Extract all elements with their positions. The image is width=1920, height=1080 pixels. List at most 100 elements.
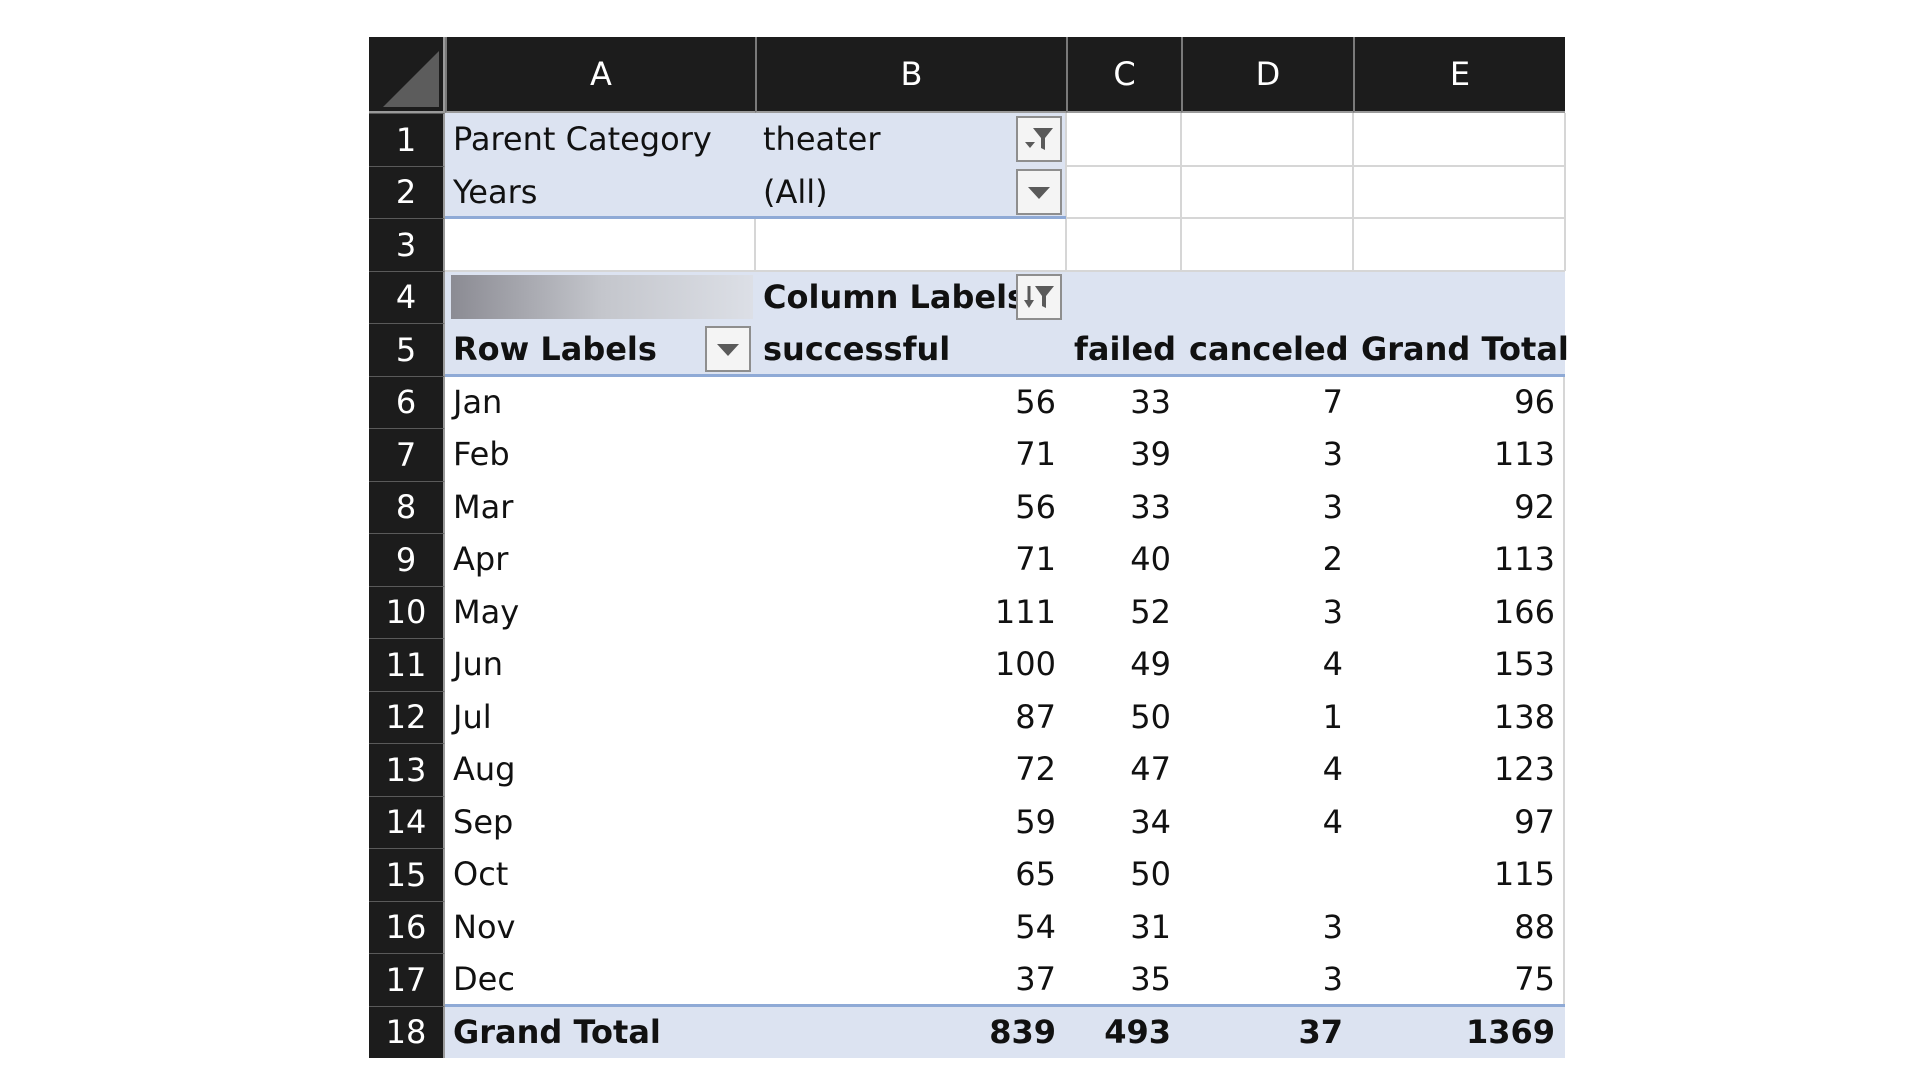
row-label-cell[interactable]: Feb	[453, 435, 510, 474]
row-label-cell[interactable]: Jul	[453, 697, 492, 736]
value-cell-successful[interactable]: 111	[994, 592, 1056, 631]
row-label-cell[interactable]: Apr	[453, 540, 509, 579]
value-cell-successful[interactable]: 71	[1015, 540, 1056, 579]
row-header-11[interactable]: 11	[369, 638, 445, 691]
value-cell-canceled[interactable]: 2	[1322, 540, 1343, 579]
row-header-7[interactable]: 7	[369, 428, 445, 481]
row-header-9[interactable]: 9	[369, 533, 445, 586]
row-header-6[interactable]: 6	[369, 375, 445, 428]
value-cell-failed[interactable]: 49	[1130, 645, 1171, 684]
grand-total-failed[interactable]: 493	[1104, 1012, 1171, 1051]
value-cell-successful[interactable]: 72	[1015, 750, 1056, 789]
column-header-d[interactable]: D	[1181, 37, 1353, 113]
column-header-e[interactable]: E	[1353, 37, 1565, 113]
value-cell-failed[interactable]: 40	[1130, 540, 1171, 579]
pivot-column-header-2[interactable]: failed	[1074, 330, 1177, 369]
value-cell-total[interactable]: 113	[1493, 540, 1555, 579]
row-header-2[interactable]: 2	[369, 165, 445, 218]
pivot-column-header-4[interactable]: Grand Total	[1361, 330, 1569, 369]
row-label-cell[interactable]: Sep	[453, 802, 514, 841]
filter-value-2[interactable]: (All)	[763, 172, 828, 211]
row-label-cell[interactable]: May	[453, 592, 520, 631]
column-header-c[interactable]: C	[1066, 37, 1181, 113]
value-cell-successful[interactable]: 87	[1015, 697, 1056, 736]
value-cell-canceled[interactable]: 3	[1322, 487, 1343, 526]
value-cell-successful[interactable]: 100	[994, 645, 1056, 684]
row-header-4[interactable]: 4	[369, 270, 445, 323]
row-label-cell[interactable]: Jun	[453, 645, 503, 684]
row-header-17[interactable]: 17	[369, 953, 445, 1006]
value-cell-canceled[interactable]: 7	[1322, 382, 1343, 421]
value-cell-failed[interactable]: 33	[1130, 382, 1171, 421]
value-cell-canceled[interactable]: 4	[1322, 750, 1343, 789]
row-header-13[interactable]: 13	[369, 743, 445, 796]
value-cell-total[interactable]: 75	[1514, 960, 1555, 999]
value-cell-total[interactable]: 88	[1514, 907, 1555, 946]
value-cell-failed[interactable]: 50	[1130, 855, 1171, 894]
value-cell-successful[interactable]: 59	[1015, 802, 1056, 841]
value-cell-successful[interactable]: 54	[1015, 907, 1056, 946]
value-cell-canceled[interactable]: 4	[1322, 802, 1343, 841]
column-header-a[interactable]: A	[445, 37, 755, 113]
column-labels-filter-button[interactable]	[1016, 273, 1062, 320]
row-labels-header[interactable]: Row Labels	[453, 330, 657, 369]
row-header-16[interactable]: 16	[369, 900, 445, 953]
filter-dropdown-button-2[interactable]	[1016, 168, 1062, 215]
column-labels-header[interactable]: Column Labels	[763, 277, 1027, 316]
value-cell-failed[interactable]: 33	[1130, 487, 1171, 526]
value-cell-failed[interactable]: 52	[1130, 592, 1171, 631]
value-cell-canceled[interactable]: 3	[1322, 435, 1343, 474]
value-cell-total[interactable]: 113	[1493, 435, 1555, 474]
value-cell-total[interactable]: 97	[1514, 802, 1555, 841]
value-cell-total[interactable]: 92	[1514, 487, 1555, 526]
value-cell-canceled[interactable]: 3	[1322, 907, 1343, 946]
row-label-cell[interactable]: Dec	[453, 960, 515, 999]
row-label-cell[interactable]: Mar	[453, 487, 514, 526]
row-header-14[interactable]: 14	[369, 795, 445, 848]
value-cell-canceled[interactable]	[1181, 848, 1353, 901]
grand-total-total[interactable]: 1369	[1465, 1012, 1555, 1051]
row-labels-dropdown-button[interactable]	[705, 326, 751, 372]
row-label-cell[interactable]: Oct	[453, 855, 509, 894]
value-cell-total[interactable]: 166	[1493, 592, 1555, 631]
value-cell-total[interactable]: 115	[1493, 855, 1555, 894]
value-cell-failed[interactable]: 35	[1130, 960, 1171, 999]
row-label-cell[interactable]: Aug	[453, 750, 516, 789]
value-cell-total[interactable]: 138	[1493, 697, 1555, 736]
row-header-3[interactable]: 3	[369, 218, 445, 271]
row-header-12[interactable]: 12	[369, 690, 445, 743]
value-cell-successful[interactable]: 71	[1015, 435, 1056, 474]
value-cell-failed[interactable]: 31	[1130, 907, 1171, 946]
row-header-10[interactable]: 10	[369, 585, 445, 638]
row-header-5[interactable]: 5	[369, 323, 445, 376]
filter-dropdown-button-1[interactable]	[1016, 116, 1062, 162]
value-cell-failed[interactable]: 39	[1130, 435, 1171, 474]
row-header-1[interactable]: 1	[369, 113, 445, 166]
value-cell-successful[interactable]: 56	[1015, 382, 1056, 421]
grand-total-label[interactable]: Grand Total	[453, 1012, 661, 1051]
value-cell-successful[interactable]: 37	[1015, 960, 1056, 999]
select-all-corner[interactable]	[369, 37, 445, 113]
value-cell-failed[interactable]: 34	[1130, 802, 1171, 841]
value-cell-canceled[interactable]: 3	[1322, 960, 1343, 999]
filter-value-1[interactable]: theater	[763, 120, 881, 159]
row-header-15[interactable]: 15	[369, 848, 445, 901]
row-label-cell[interactable]: Jan	[453, 382, 503, 421]
value-cell-failed[interactable]: 47	[1130, 750, 1171, 789]
pivot-column-header-3[interactable]: canceled	[1189, 330, 1349, 369]
value-cell-successful[interactable]: 56	[1015, 487, 1056, 526]
value-cell-total[interactable]: 96	[1514, 382, 1555, 421]
value-cell-failed[interactable]: 50	[1130, 697, 1171, 736]
grand-total-successful[interactable]: 839	[989, 1012, 1056, 1051]
column-header-b[interactable]: B	[755, 37, 1066, 113]
value-cell-total[interactable]: 123	[1493, 750, 1555, 789]
filter-label-1[interactable]: Parent Category	[453, 120, 712, 159]
value-cell-successful[interactable]: 65	[1015, 855, 1056, 894]
pivot-column-header-1[interactable]: successful	[763, 330, 951, 369]
grand-total-canceled[interactable]: 37	[1298, 1012, 1343, 1051]
value-cell-canceled[interactable]: 3	[1322, 592, 1343, 631]
value-cell-total[interactable]: 153	[1493, 645, 1555, 684]
row-label-cell[interactable]: Nov	[453, 907, 516, 946]
filter-label-2[interactable]: Years	[453, 172, 538, 211]
value-cell-canceled[interactable]: 4	[1322, 645, 1343, 684]
